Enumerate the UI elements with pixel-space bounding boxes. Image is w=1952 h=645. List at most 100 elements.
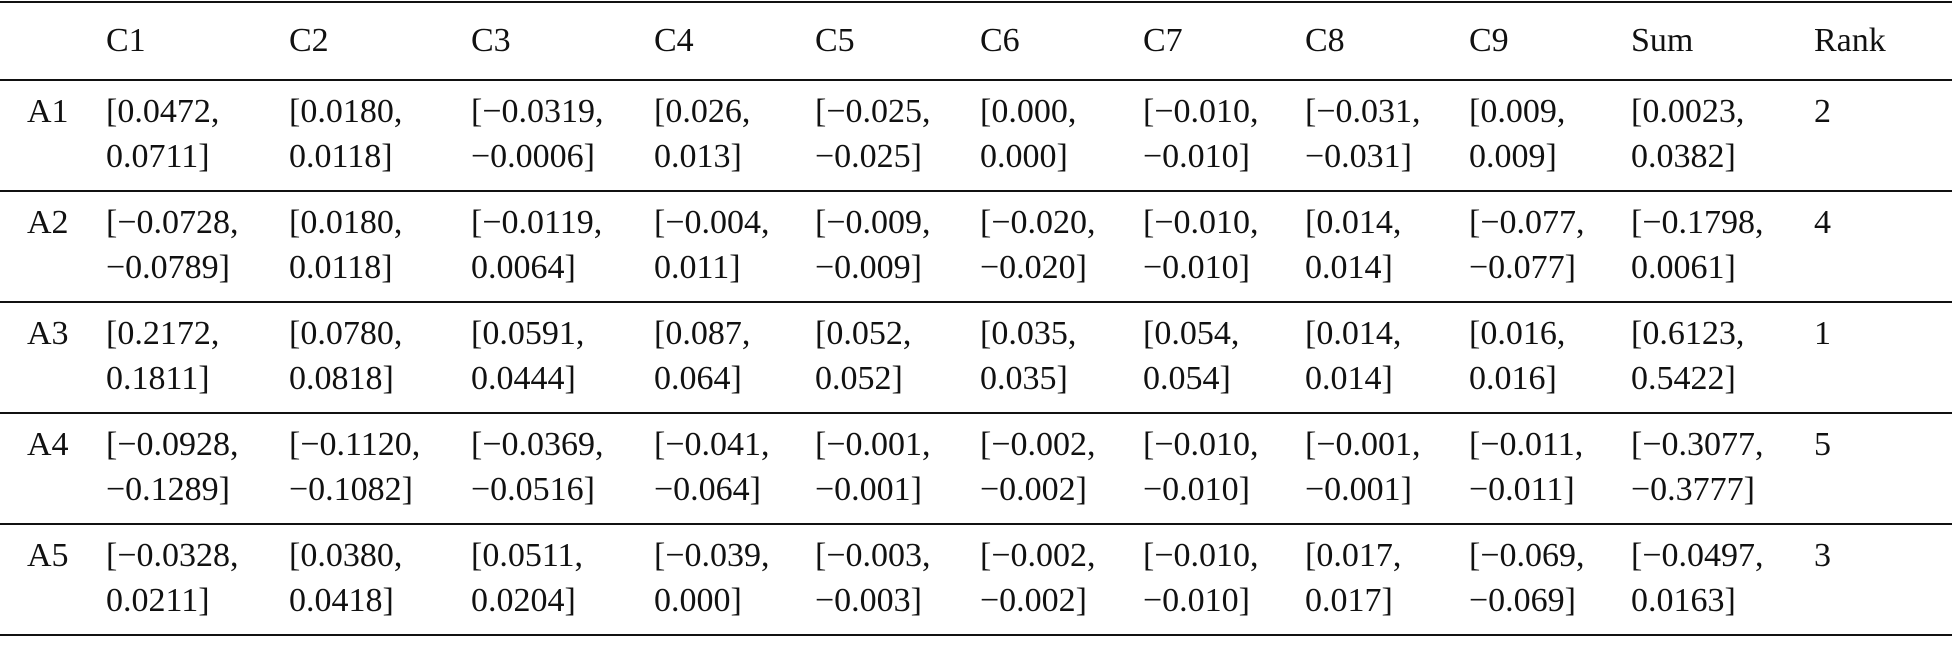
cell: [−0.010, −0.010] <box>1143 191 1305 302</box>
cell: [0.000, 0.000] <box>980 80 1143 191</box>
cell: [−0.1120, −0.1082] <box>289 413 471 524</box>
interval-line: [−0.003, <box>815 537 931 574</box>
cell: [−0.011, −0.011] <box>1469 413 1631 524</box>
cell: [−0.0497, 0.0163] <box>1631 524 1814 635</box>
interval-line: −0.031] <box>1305 138 1412 175</box>
interval-line: 0.0204] <box>471 582 576 619</box>
cell: [−0.069, −0.069] <box>1469 524 1631 635</box>
interval-line: [−0.0119, <box>471 204 603 241</box>
interval-line: 0.0061] <box>1631 249 1736 286</box>
cell: [−0.010, −0.010] <box>1143 413 1305 524</box>
interval-line: [−0.001, <box>815 426 931 463</box>
interval-line: −0.1289] <box>106 471 230 508</box>
interval-line: −0.0006] <box>471 138 595 175</box>
interval-line: 0.014] <box>1305 249 1393 286</box>
cell: [−0.041, −0.064] <box>654 413 815 524</box>
interval-line: [0.017, <box>1305 537 1402 574</box>
interval-line: [0.0180, <box>289 204 403 241</box>
interval-line: [0.6123, <box>1631 315 1745 352</box>
interval-line: [−0.0928, <box>106 426 239 463</box>
interval-line: −0.064] <box>654 471 761 508</box>
interval-line: 0.0382] <box>1631 138 1736 175</box>
column-header: C1 <box>106 22 146 59</box>
interval-line: 0.009] <box>1469 138 1557 175</box>
interval-line: [0.016, <box>1469 315 1566 352</box>
interval-line: −0.020] <box>980 249 1087 286</box>
interval-line: 0.0418] <box>289 582 394 619</box>
cell: [0.014, 0.014] <box>1305 302 1469 413</box>
interval-line: [−0.025, <box>815 93 931 130</box>
cell: [0.0180, 0.0118] <box>289 191 471 302</box>
interval-line: [0.035, <box>980 315 1077 352</box>
interval-line: [−0.077, <box>1469 204 1585 241</box>
interval-line: −0.0516] <box>471 471 595 508</box>
interval-line: [0.014, <box>1305 204 1402 241</box>
cell: [−0.077, −0.077] <box>1469 191 1631 302</box>
interval-line: [−0.069, <box>1469 537 1585 574</box>
cell: [−0.003, −0.003] <box>815 524 980 635</box>
cell: [0.052, 0.052] <box>815 302 980 413</box>
data-row: A4 [−0.0928, −0.1289] [−0.1120, −0.1082] [−0.… <box>0 413 1952 524</box>
interval-line: 0.0211] <box>106 582 210 619</box>
interval-line: −0.1082] <box>289 471 413 508</box>
interval-line: −0.003] <box>815 582 922 619</box>
interval-line: −0.011] <box>1469 471 1575 508</box>
interval-line: 0.035] <box>980 360 1068 397</box>
interval-line: [−0.1120, <box>289 426 421 463</box>
cell: [−0.002, −0.002] <box>980 524 1143 635</box>
interval-line: [0.0180, <box>289 93 403 130</box>
cell: [−0.0319, −0.0006] <box>471 80 654 191</box>
cell: 2 <box>1814 93 1831 130</box>
interval-line: 0.014] <box>1305 360 1393 397</box>
interval-line: 0.052] <box>815 360 903 397</box>
column-header: C8 <box>1305 22 1345 59</box>
cell: 5 <box>1814 426 1831 463</box>
cell: [−0.0928, −0.1289] <box>106 413 289 524</box>
interval-line: [−0.002, <box>980 426 1096 463</box>
interval-line: [0.0511, <box>471 537 584 574</box>
interval-line: [−0.002, <box>980 537 1096 574</box>
header-row: C1 C2 C3 C4 C5 C6 C7 C8 C9 Sum Rank <box>0 2 1952 80</box>
cell: [−0.0369, −0.0516] <box>471 413 654 524</box>
interval-line: [−0.039, <box>654 537 770 574</box>
interval-line: 0.0163] <box>1631 582 1736 619</box>
interval-line: −0.001] <box>815 471 922 508</box>
interval-line: 0.064] <box>654 360 742 397</box>
interval-line: −0.025] <box>815 138 922 175</box>
column-header: C3 <box>471 22 511 59</box>
interval-line: 0.5422] <box>1631 360 1736 397</box>
cell: [0.0472, 0.0711] <box>106 80 289 191</box>
interval-line: 0.0118] <box>289 249 393 286</box>
interval-line: −0.0789] <box>106 249 230 286</box>
cell: [−0.3077, −0.3777] <box>1631 413 1814 524</box>
interval-line: [−0.0497, <box>1631 537 1764 574</box>
interval-line: [0.0472, <box>106 93 220 130</box>
cell: [−0.010, −0.010] <box>1143 80 1305 191</box>
interval-line: −0.009] <box>815 249 922 286</box>
interval-line: [0.0780, <box>289 315 403 352</box>
interval-line: [−0.1798, <box>1631 204 1764 241</box>
interval-line: 0.1811] <box>106 360 210 397</box>
cell: [0.6123, 0.5422] <box>1631 302 1814 413</box>
interval-line: −0.3777] <box>1631 471 1755 508</box>
interval-line: 0.0118] <box>289 138 393 175</box>
cell: [−0.0728, −0.0789] <box>106 191 289 302</box>
interval-line: [−0.004, <box>654 204 770 241</box>
interval-line: 0.0711] <box>106 138 210 175</box>
interval-line: −0.002] <box>980 582 1087 619</box>
cell: 4 <box>1814 204 1831 241</box>
interval-line: [−0.010, <box>1143 537 1259 574</box>
cell: [0.0180, 0.0118] <box>289 80 471 191</box>
interval-line: −0.010] <box>1143 471 1250 508</box>
cell: [−0.025, −0.025] <box>815 80 980 191</box>
interval-line: −0.001] <box>1305 471 1412 508</box>
interval-line: [−0.001, <box>1305 426 1421 463</box>
interval-line: [−0.011, <box>1469 426 1584 463</box>
cell: [0.017, 0.017] <box>1305 524 1469 635</box>
row-label: A4 <box>27 426 69 463</box>
column-header: C5 <box>815 22 855 59</box>
interval-line: [−0.031, <box>1305 93 1421 130</box>
column-header: C2 <box>289 22 329 59</box>
interval-line: 0.000] <box>980 138 1068 175</box>
